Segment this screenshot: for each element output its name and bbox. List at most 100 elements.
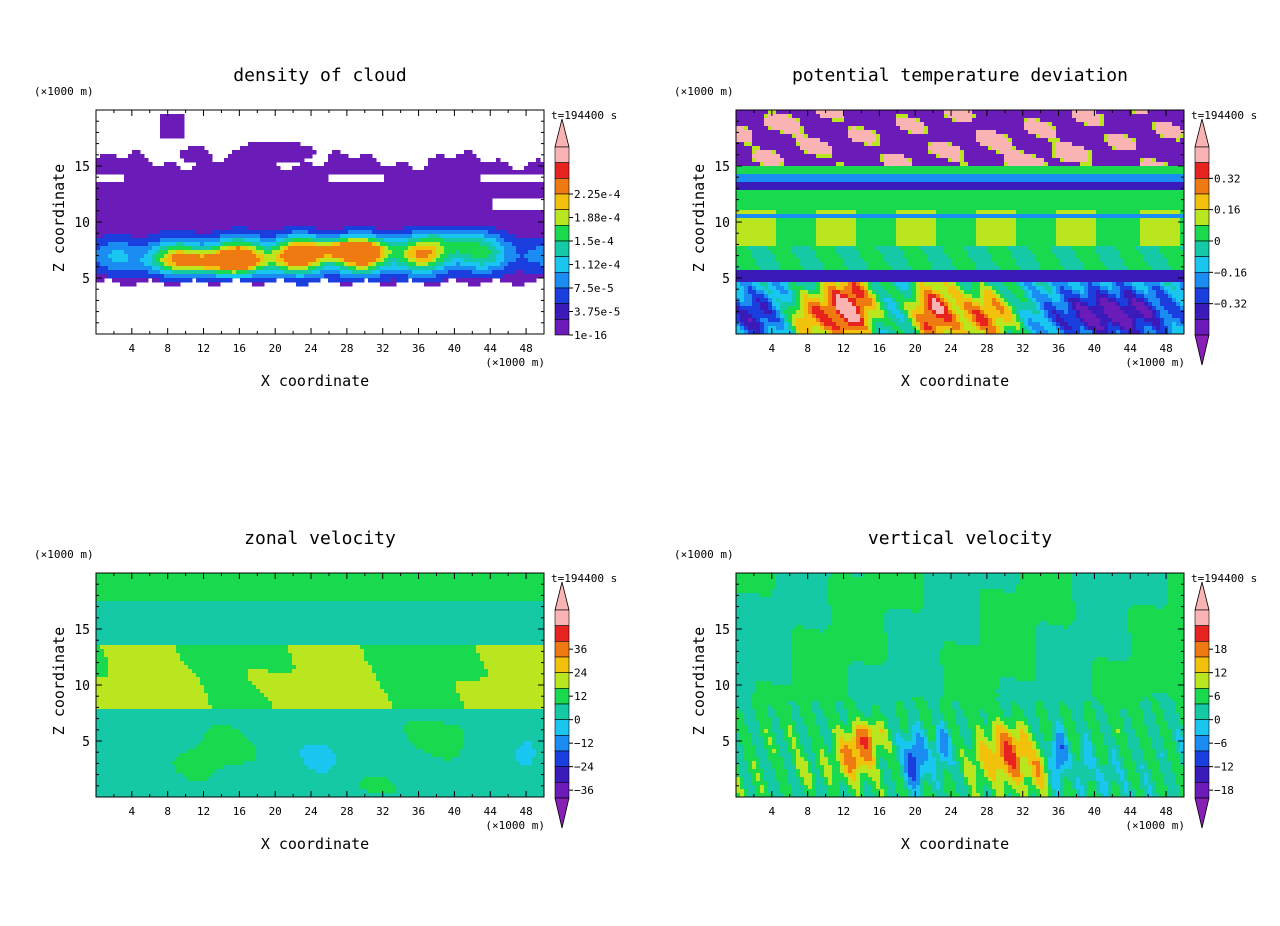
x-tick-label: 32 [376, 805, 389, 818]
x-tick-label: 24 [304, 805, 318, 818]
colorbar-swatch [554, 319, 570, 336]
colorbar-swatch [554, 766, 570, 783]
x-tick-label: 48 [519, 805, 532, 818]
z-unit-label: (×1000 m) [674, 85, 734, 98]
colorbar-swatch [1194, 146, 1210, 163]
x-tick-label: 32 [376, 342, 389, 355]
x-tick-label: 48 [519, 342, 532, 355]
colorbar-swatch [1194, 287, 1210, 304]
colorbar-max-arrow [1194, 118, 1210, 148]
z-unit-label: (×1000 m) [674, 548, 734, 561]
colorbar-swatch [1194, 319, 1210, 336]
colorbar-swatch [1194, 272, 1210, 289]
colorbar-max-arrow [1194, 581, 1210, 611]
x-tick-label: 28 [340, 805, 353, 818]
colorbar-label: 12 [1214, 667, 1227, 680]
y-tick-label: 10 [74, 216, 90, 231]
colorbar-swatch [1194, 240, 1210, 257]
y-tick-label: 5 [82, 735, 90, 750]
x-tick-label: 40 [1088, 342, 1101, 355]
x-axis-label: X coordinate [261, 835, 369, 853]
x-unit-label: (×1000 m) [1125, 356, 1185, 369]
x-tick-label: 12 [197, 805, 210, 818]
x-tick-label: 8 [164, 805, 171, 818]
x-tick-label: 24 [944, 342, 958, 355]
x-tick-label: 44 [484, 805, 498, 818]
colorbar-swatch [1194, 256, 1210, 273]
colorbar-label: −12 [574, 737, 594, 750]
y-axis-label: Z coordinate [50, 627, 68, 735]
x-tick-label: 8 [804, 342, 811, 355]
colorbar-swatch [554, 193, 570, 210]
colorbar-swatch [1194, 209, 1210, 226]
colorbar-label: 7.5e-5 [574, 282, 614, 295]
x-tick-label: 36 [1052, 805, 1065, 818]
colorbar-swatch [554, 672, 570, 689]
colorbar-swatch [1194, 672, 1210, 689]
colorbar-swatch [1194, 750, 1210, 767]
colorbar-min-arrow [1194, 334, 1210, 366]
y-tick-label: 5 [82, 272, 90, 287]
colorbar-label: 3.75e-5 [574, 306, 620, 319]
colorbar-swatch [554, 609, 570, 626]
colorbar-swatch [554, 240, 570, 257]
x-tick-label: 32 [1016, 342, 1029, 355]
colorbar-label: −18 [1214, 784, 1234, 797]
colorbar-swatch [1194, 303, 1210, 320]
colorbar-label: 0.32 [1214, 172, 1241, 185]
colorbar-max-arrow [554, 581, 570, 611]
colorbar-swatch [554, 178, 570, 195]
colorbar-label: −36 [574, 784, 594, 797]
y-tick-label: 10 [714, 679, 730, 694]
colorbar-label: 36 [574, 643, 587, 656]
x-tick-label: 16 [233, 805, 246, 818]
colorbar-label: 1.12e-4 [574, 259, 621, 272]
colorbar-swatch [1194, 703, 1210, 720]
x-tick-label: 28 [980, 805, 993, 818]
colorbar-swatch [554, 750, 570, 767]
colorbar-swatch [554, 688, 570, 705]
colorbar-max-arrow [554, 118, 570, 148]
x-tick-label: 40 [1088, 805, 1101, 818]
x-tick-label: 36 [412, 805, 425, 818]
x-tick-label: 44 [484, 342, 498, 355]
x-axis-label: X coordinate [901, 372, 1009, 390]
colorbar-swatch [554, 719, 570, 736]
colorbar-swatch [1194, 162, 1210, 179]
colorbar-label: −12 [1214, 761, 1234, 774]
x-tick-label: 4 [769, 342, 776, 355]
colorbar-swatch [554, 162, 570, 179]
panel-3: zonal velocity(×1000 m)t=194400 s4 8 12 16 2… [34, 528, 617, 853]
x-tick-label: 12 [837, 342, 850, 355]
colorbar-swatch [554, 225, 570, 242]
colorbar-swatch [1194, 178, 1210, 195]
y-tick-label: 5 [722, 272, 730, 287]
colorbar: 2.25e-4 1.88e-4 1.5e-4 1.12e-4 7.5e-5 3.75e-5… [554, 118, 621, 342]
colorbar-label: 0 [1214, 714, 1221, 727]
colorbar-swatch [1194, 782, 1210, 799]
x-tick-label: 16 [873, 342, 886, 355]
panel-title: vertical velocity [868, 528, 1052, 549]
time-label: t=194400 s [551, 109, 617, 122]
panel-4: vertical velocity(×1000 m)t=194400 s4 8 12… [674, 528, 1257, 853]
y-tick-label: 15 [714, 160, 730, 175]
x-tick-label: 36 [1052, 342, 1065, 355]
x-unit-label: (×1000 m) [485, 819, 545, 832]
x-tick-label: 28 [980, 342, 993, 355]
time-label: t=194400 s [1191, 109, 1257, 122]
x-tick-label: 24 [304, 342, 318, 355]
colorbar-label: 6 [1214, 690, 1221, 703]
x-tick-label: 20 [909, 805, 922, 818]
colorbar-swatch [1194, 735, 1210, 752]
x-tick-label: 4 [769, 805, 776, 818]
y-tick-label: 10 [714, 216, 730, 231]
y-tick-label: 15 [74, 623, 90, 638]
x-tick-label: 16 [873, 805, 886, 818]
colorbar: 18 12 6 0 −6 −12 −18 [1194, 581, 1234, 829]
colorbar-label: 1.5e-4 [574, 235, 614, 248]
colorbar-swatch [554, 287, 570, 304]
colorbar-label: 18 [1214, 643, 1227, 656]
y-axis-label: Z coordinate [50, 164, 68, 272]
x-tick-label: 40 [448, 805, 461, 818]
